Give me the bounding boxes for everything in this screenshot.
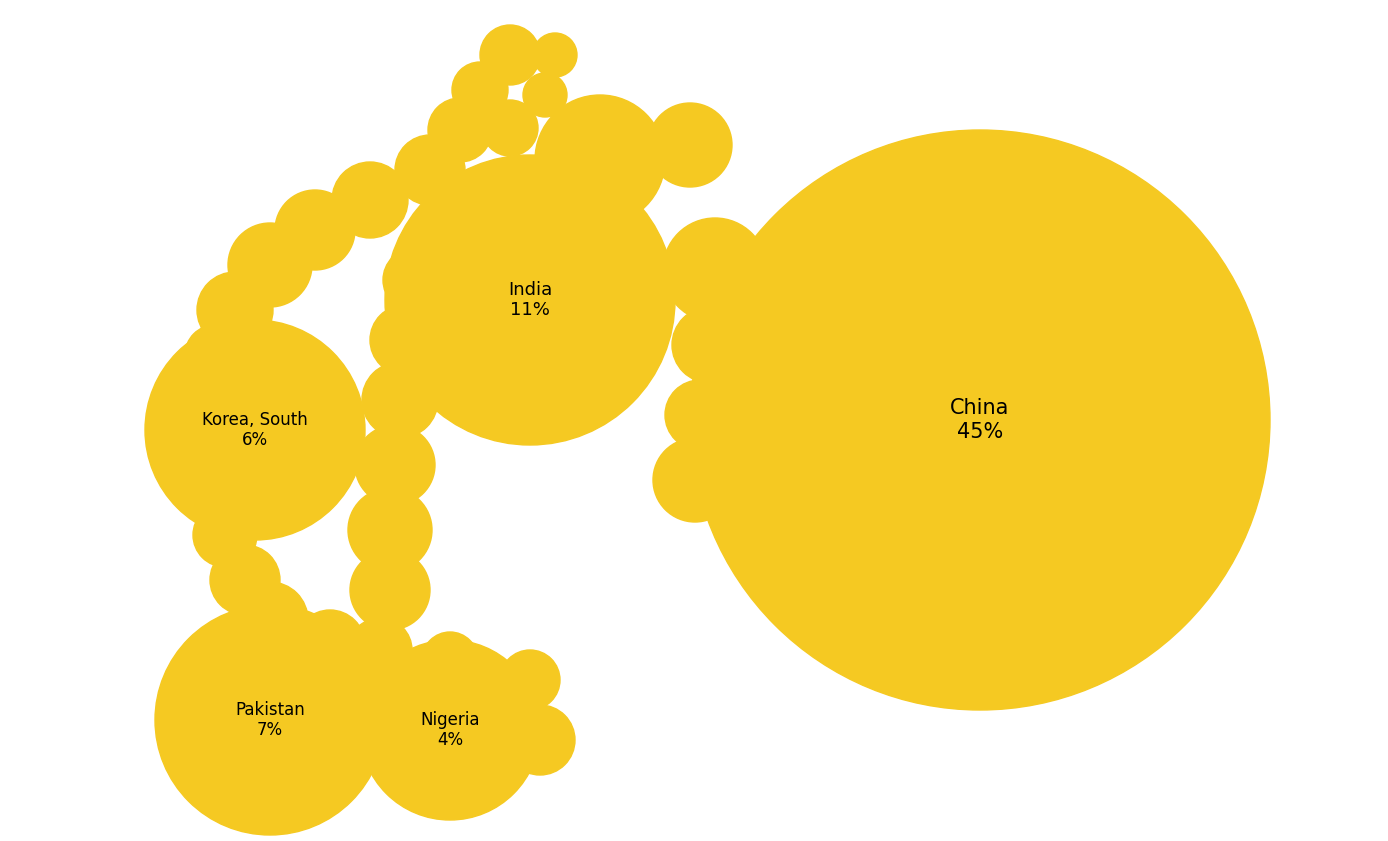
- Circle shape: [383, 248, 447, 312]
- Circle shape: [652, 438, 737, 522]
- Circle shape: [348, 488, 432, 572]
- Circle shape: [422, 632, 477, 688]
- Circle shape: [296, 610, 365, 680]
- Circle shape: [175, 420, 225, 470]
- Circle shape: [690, 130, 1270, 710]
- Circle shape: [409, 200, 471, 260]
- Circle shape: [672, 307, 748, 383]
- Circle shape: [482, 100, 539, 156]
- Circle shape: [228, 223, 312, 307]
- Circle shape: [665, 380, 736, 450]
- Circle shape: [371, 305, 440, 375]
- Circle shape: [500, 650, 559, 710]
- Circle shape: [172, 372, 228, 428]
- Circle shape: [232, 582, 308, 658]
- Circle shape: [197, 272, 273, 348]
- Circle shape: [210, 545, 280, 615]
- Circle shape: [480, 25, 540, 85]
- Text: Nigeria
4%: Nigeria 4%: [421, 711, 480, 749]
- Circle shape: [534, 95, 665, 225]
- Circle shape: [523, 73, 568, 117]
- Circle shape: [505, 705, 575, 775]
- Circle shape: [648, 103, 731, 187]
- Circle shape: [359, 640, 540, 820]
- Circle shape: [155, 605, 384, 835]
- Circle shape: [185, 325, 246, 385]
- Circle shape: [362, 362, 439, 438]
- Circle shape: [350, 550, 430, 630]
- Circle shape: [355, 425, 434, 505]
- Text: China
45%: China 45%: [951, 399, 1009, 442]
- Text: India
11%: India 11%: [508, 281, 552, 320]
- Circle shape: [144, 320, 365, 540]
- Circle shape: [396, 135, 465, 205]
- Circle shape: [452, 62, 508, 118]
- Circle shape: [275, 190, 355, 270]
- Text: Pakistan
7%: Pakistan 7%: [235, 701, 305, 739]
- Circle shape: [384, 155, 675, 445]
- Circle shape: [348, 618, 412, 682]
- Circle shape: [533, 33, 577, 77]
- Circle shape: [193, 503, 257, 567]
- Circle shape: [180, 460, 240, 520]
- Circle shape: [428, 98, 491, 162]
- Text: Korea, South
6%: Korea, South 6%: [203, 410, 308, 449]
- Circle shape: [663, 218, 768, 322]
- Circle shape: [332, 162, 408, 238]
